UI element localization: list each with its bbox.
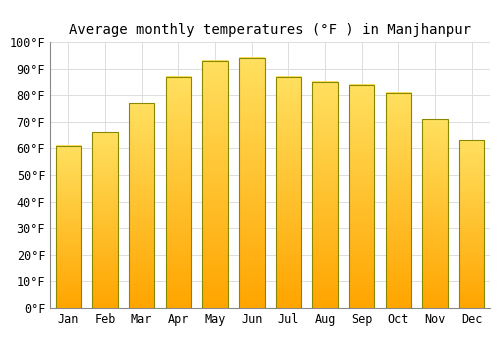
Bar [129,103,154,308]
Bar [312,82,338,308]
Title: Average monthly temperatures (°F ) in Manjhanpur: Average monthly temperatures (°F ) in Ma… [69,23,471,37]
Bar [349,85,374,308]
Bar [56,146,81,308]
Bar [422,119,448,308]
Bar [166,77,191,308]
Bar [459,140,484,308]
Bar [239,58,264,308]
Bar [92,132,118,308]
Bar [386,92,411,308]
Bar [276,77,301,308]
Bar [202,61,228,308]
